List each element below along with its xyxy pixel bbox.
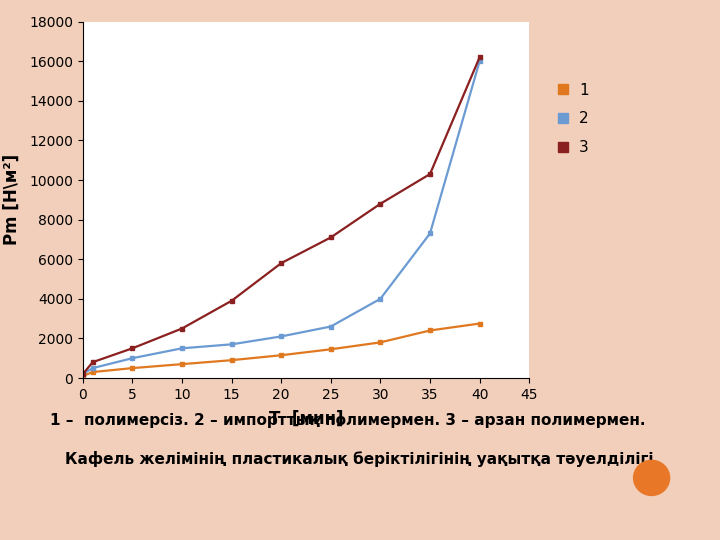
- 3: [78, 371, 87, 377]
- 1: [228, 357, 236, 363]
- Line: 2: 2: [81, 59, 482, 376]
- 1: [475, 320, 484, 327]
- 3: [376, 200, 384, 207]
- 2: [426, 230, 434, 237]
- 1: [277, 352, 286, 359]
- Y-axis label: Pm [Н\м²]: Pm [Н\м²]: [3, 154, 21, 245]
- 2: [326, 323, 335, 330]
- 2: [228, 341, 236, 348]
- X-axis label: T  [мин]: T [мин]: [269, 410, 343, 428]
- 2: [475, 58, 484, 64]
- 1: [376, 339, 384, 346]
- 3: [89, 359, 97, 366]
- 1: [128, 365, 137, 372]
- Legend: 1, 2, 3: 1, 2, 3: [559, 83, 589, 155]
- 3: [228, 298, 236, 304]
- Line: 3: 3: [81, 55, 482, 376]
- 3: [475, 54, 484, 60]
- 2: [376, 295, 384, 302]
- 1: [426, 327, 434, 334]
- 3: [178, 325, 186, 332]
- 1: [89, 369, 97, 375]
- 1: [78, 373, 87, 379]
- 3: [128, 345, 137, 352]
- 2: [277, 333, 286, 340]
- 3: [326, 234, 335, 241]
- 2: [178, 345, 186, 352]
- Line: 1: 1: [81, 321, 482, 379]
- 1: [326, 346, 335, 353]
- 3: [277, 260, 286, 266]
- Text: 1 –  полимерсіз. 2 – импорттық полимермен. 3 – арзан полимермен.: 1 – полимерсіз. 2 – импорттық полимермен…: [50, 413, 646, 428]
- Text: Кафель желімінің пластикалық беріктілігінің уақытқа тәуелділігі: Кафель желімінің пластикалық беріктілігі…: [65, 451, 653, 467]
- 2: [89, 365, 97, 372]
- 2: [128, 355, 137, 361]
- 3: [426, 171, 434, 177]
- 2: [78, 371, 87, 377]
- 1: [178, 361, 186, 367]
